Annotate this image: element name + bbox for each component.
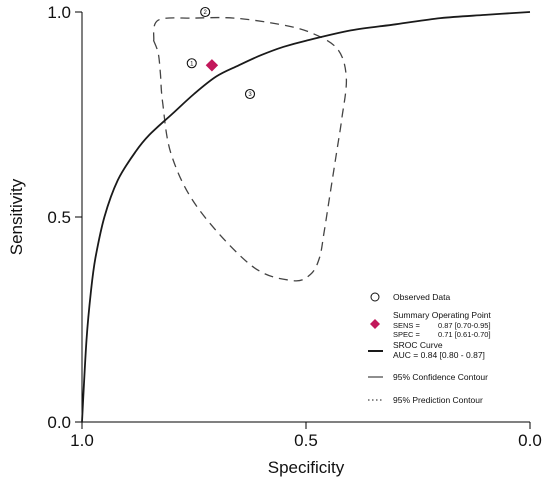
legend-sroc-label: SROC Curve [393,340,443,350]
summary-operating-point [205,59,219,72]
legend-observed-label: Observed Data [393,292,450,302]
confidence-contour [152,16,348,282]
legend-observed-marker [370,292,380,302]
legend-sens-value: 0.87 [0.70-0.95] [438,321,491,330]
legend-summary-marker [370,319,380,329]
legend-auc-label: AUC = 0.84 [0.80 - 0.87] [393,350,485,360]
axes [81,12,530,423]
legend-summary-label: Summary Operating Point [393,310,491,320]
x-tick-label-0: 1.0 [70,431,94,450]
observed-point-label-2: 2 [204,10,208,16]
observed-points: 1 2 3 [186,6,256,100]
observed-point-label-1: 1 [190,61,194,67]
legend-spec-label: SPEC = [393,330,421,339]
legend-sens-label: SENS = [393,321,421,330]
legend-spec-value: 0.71 [0.61-0.70] [438,330,491,339]
x-axis-label: Specificity [268,458,345,477]
x-tick-label-1: 0.5 [294,431,318,450]
y-tick-label-1: 0.5 [47,208,71,227]
observed-point-2 [200,6,211,18]
legend-prediction-label: 95% Prediction Contour [393,395,483,405]
legend-confidence-label: 95% Confidence Contour [393,372,488,382]
y-tick-label-0: 0.0 [47,413,71,432]
observed-point-1 [186,58,197,69]
y-tick-label-2: 1.0 [47,3,71,22]
y-axis-label: Sensitivity [7,178,26,255]
observed-point-label-3: 3 [248,92,252,98]
legend: Observed Data Summary Operating Point SE… [368,292,491,405]
observed-point-3 [244,88,256,100]
ticks: 1.0 0.5 0.0 0.0 0.5 1.0 [47,3,541,450]
sroc-curve [81,11,531,423]
x-tick-label-2: 0.0 [518,431,542,450]
